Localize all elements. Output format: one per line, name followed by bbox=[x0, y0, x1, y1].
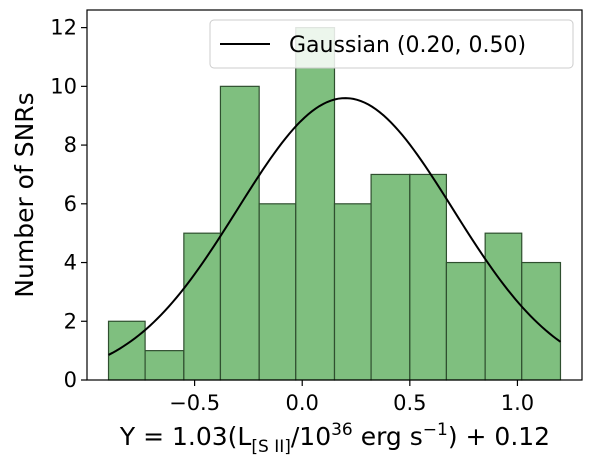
x-label-suffix: ) + 0.12 bbox=[448, 422, 550, 451]
x-tick-label: 1.0 bbox=[501, 391, 534, 415]
legend: Gaussian (0.20, 0.50) bbox=[209, 19, 574, 69]
y-tick-label: 6 bbox=[64, 192, 77, 216]
x-label-sub: [S II] bbox=[251, 437, 291, 457]
x-ticks: −0.5 0.0 0.5 1.0 bbox=[169, 380, 534, 415]
histogram-bar-9 bbox=[445, 261, 486, 381]
histogram-bar-8 bbox=[409, 173, 448, 381]
y-tick-label: 8 bbox=[64, 133, 77, 157]
y-axis-label: Number of SNRs bbox=[10, 92, 39, 297]
plot-frame bbox=[86, 9, 583, 381]
x-label-sup2: −1 bbox=[423, 420, 448, 440]
gaussian-curve bbox=[108, 97, 562, 356]
x-label-mid2: erg s bbox=[353, 422, 423, 451]
x-tick-label: 0.0 bbox=[286, 391, 319, 415]
y-tick-label: 10 bbox=[50, 74, 77, 98]
legend-box bbox=[209, 19, 574, 69]
histogram-bar-5 bbox=[295, 27, 336, 381]
y-ticks: 0 2 4 6 8 10 12 bbox=[50, 16, 87, 392]
legend-label: Gaussian (0.20, 0.50) bbox=[289, 33, 526, 58]
histogram-bar-6 bbox=[333, 203, 372, 381]
x-label-prefix: Y = 1.03(L bbox=[119, 422, 252, 451]
x-label-sup1: 36 bbox=[331, 420, 353, 440]
x-tick-label: 0.5 bbox=[393, 391, 426, 415]
histogram-bar-11 bbox=[521, 261, 562, 381]
histogram-bar-4 bbox=[258, 203, 297, 381]
histogram-bars bbox=[107, 27, 562, 381]
x-axis-label: Y = 1.03(L[S II]/1036 erg s−1) + 0.12 bbox=[119, 420, 550, 457]
x-tick-label: −0.5 bbox=[169, 391, 220, 415]
y-tick-label: 0 bbox=[64, 368, 77, 392]
x-label-mid1: /10 bbox=[291, 422, 331, 451]
histogram-bar-3 bbox=[219, 85, 260, 381]
histogram-bar-0 bbox=[107, 320, 146, 381]
histogram-bar-7 bbox=[370, 173, 411, 381]
histogram-bar-10 bbox=[484, 232, 523, 381]
histogram-bar-2 bbox=[183, 232, 222, 381]
y-tick-label: 2 bbox=[64, 309, 77, 333]
y-tick-label: 4 bbox=[64, 251, 77, 275]
y-tick-label: 12 bbox=[50, 16, 77, 40]
histogram-bar-1 bbox=[144, 350, 185, 381]
